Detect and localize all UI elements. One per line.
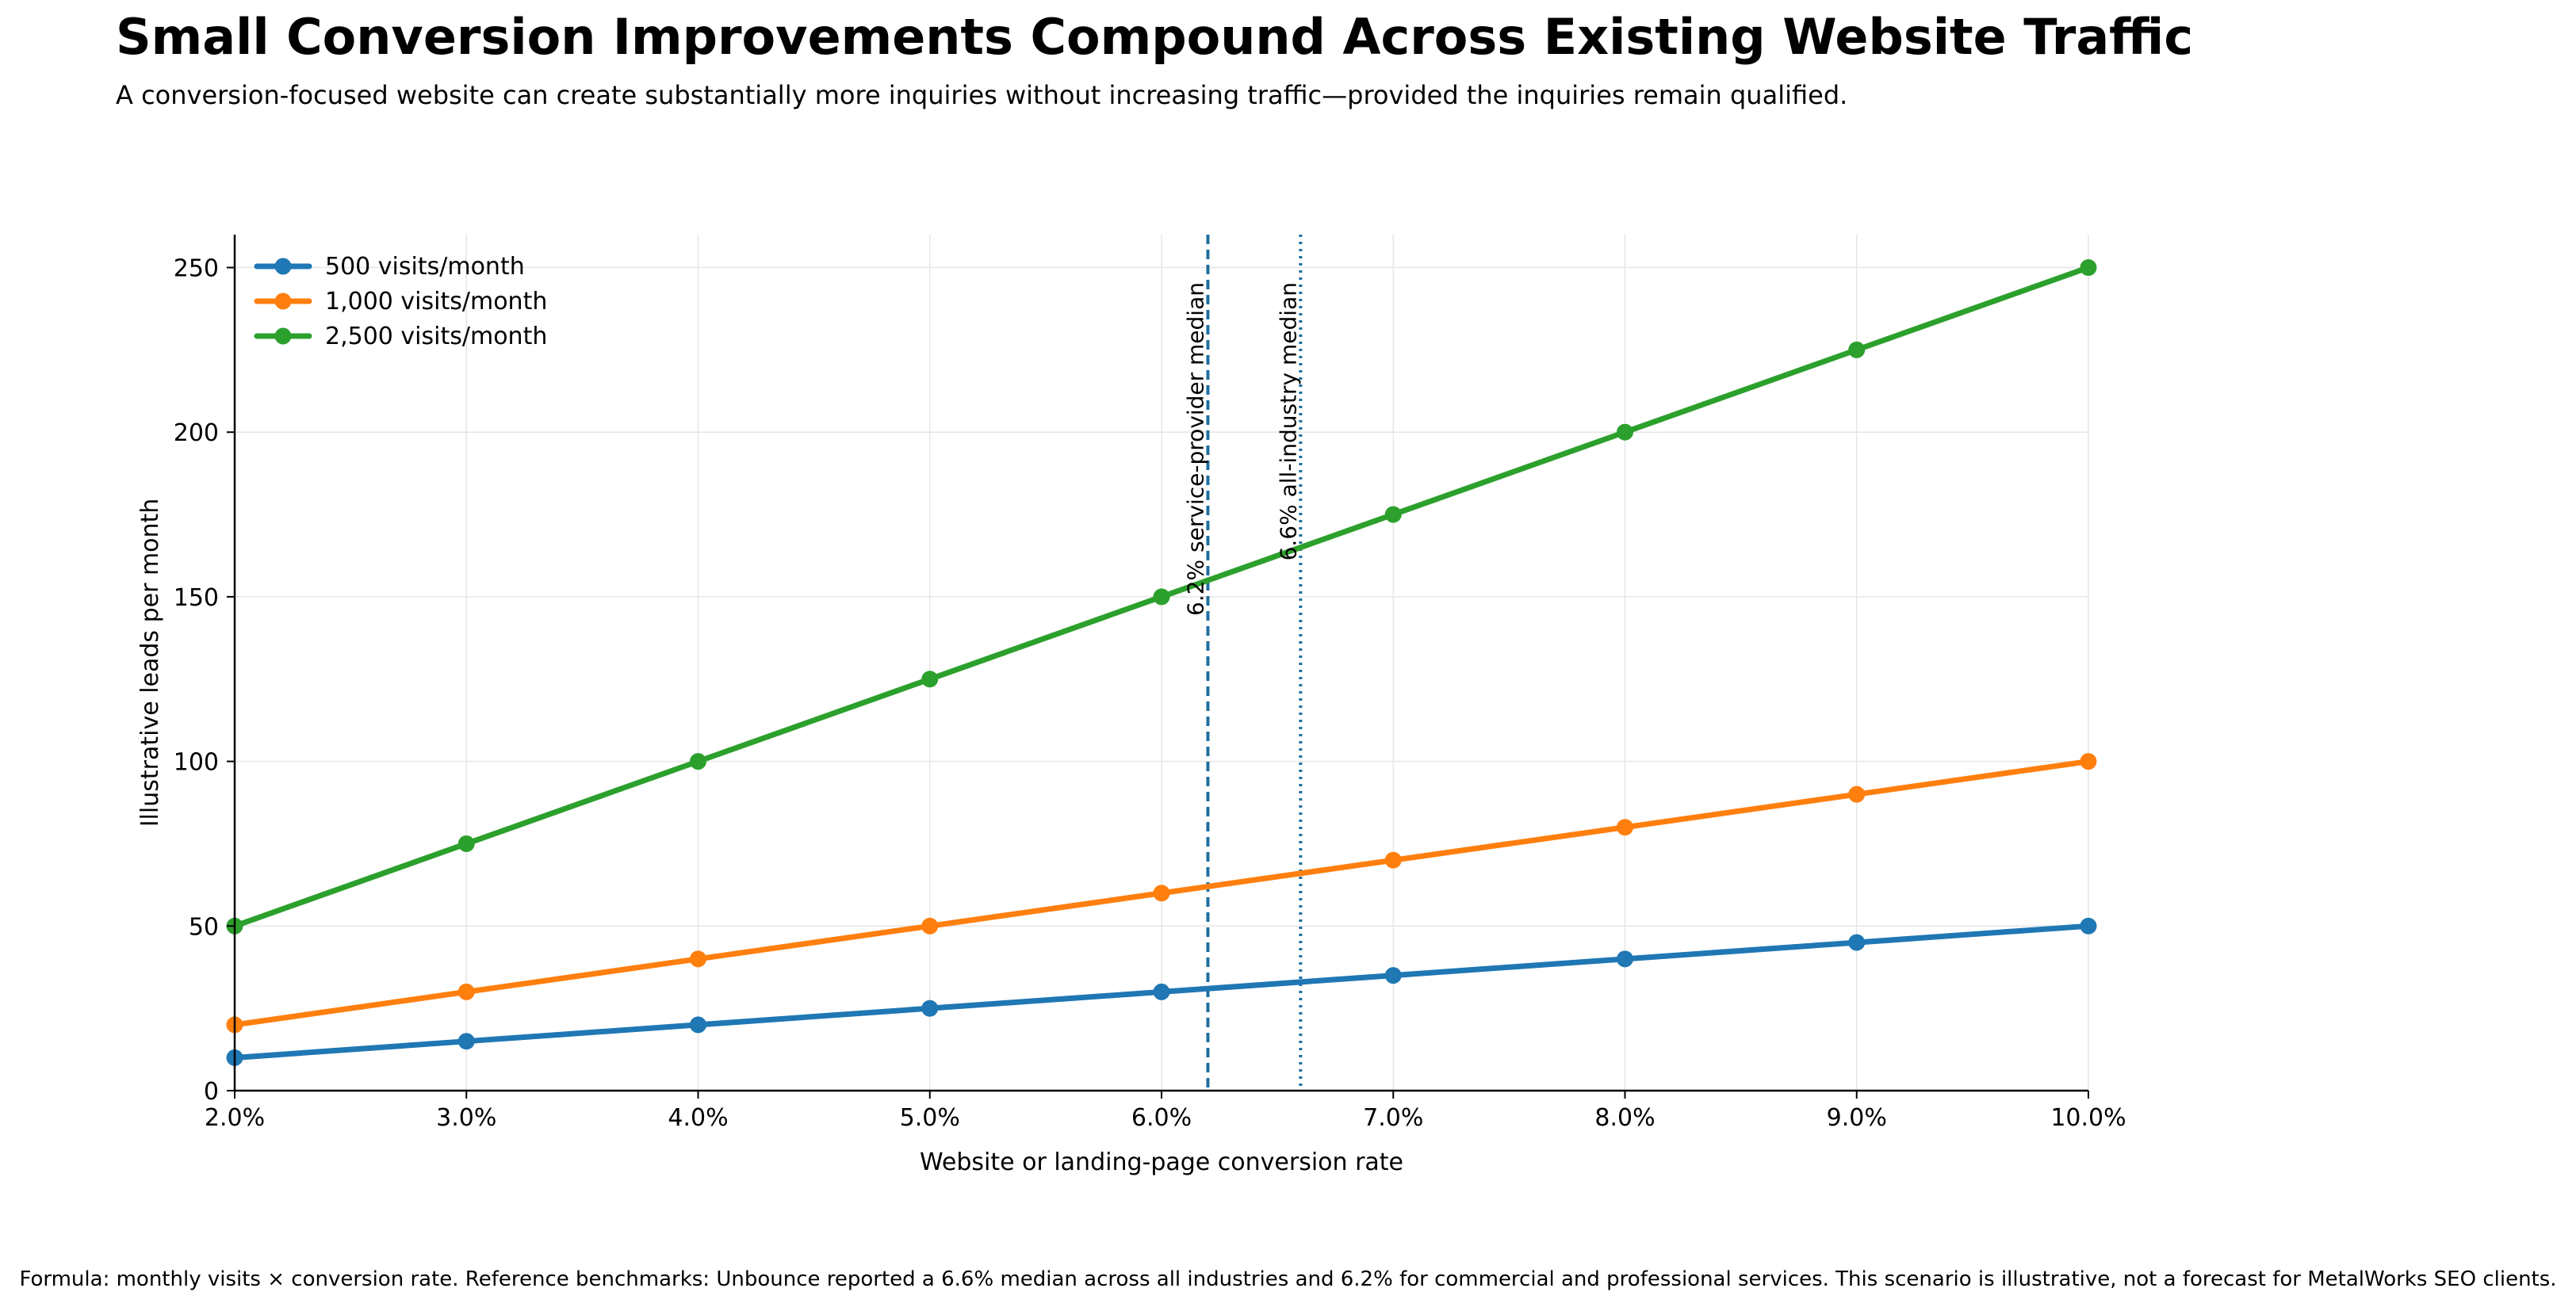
y-tick-label: 250 <box>174 255 219 283</box>
data-point <box>1848 341 1866 358</box>
data-point <box>1153 588 1170 606</box>
data-point <box>2080 917 2097 935</box>
x-tick-label: 3.0% <box>436 1104 496 1132</box>
x-tick-label: 7.0% <box>1363 1104 1423 1132</box>
legend-label: 2,500 visits/month <box>325 323 547 350</box>
y-tick-label: 50 <box>189 913 219 941</box>
x-axis-label: Website or landing-page conversion rate <box>920 1149 1403 1176</box>
data-point <box>921 999 939 1017</box>
x-tick-label: 4.0% <box>668 1104 728 1132</box>
chart-title: Small Conversion Improvements Compound A… <box>116 8 2194 66</box>
legend-label: 1,000 visits/month <box>325 288 547 315</box>
data-point <box>921 671 939 688</box>
y-axis-label: Illustrative leads per month <box>136 499 164 827</box>
x-tick-label: 2.0% <box>205 1104 265 1132</box>
x-tick-label: 6.0% <box>1131 1104 1192 1132</box>
data-point <box>1384 967 1402 984</box>
data-point <box>1848 785 1866 803</box>
data-point <box>921 917 939 935</box>
x-tick-label: 10.0% <box>2050 1104 2126 1132</box>
legend-swatch-marker <box>274 258 292 275</box>
legend-swatch-marker <box>274 327 292 345</box>
chart-subtitle: A conversion-focused website can create … <box>116 80 1848 110</box>
y-tick-label: 200 <box>174 419 219 447</box>
x-tick-label: 5.0% <box>900 1104 960 1132</box>
data-point <box>1848 934 1866 951</box>
legend: 500 visits/month 1,000 visits/month 2,500 … <box>254 253 547 350</box>
data-point <box>690 1016 706 1034</box>
y-tick-label: 100 <box>174 749 219 777</box>
data-point <box>1384 506 1402 523</box>
reference-line-labels: 6.2% service-provider median 6.6% all-ind… <box>1182 282 1301 616</box>
reference-line-label: 6.6% all-industry median <box>1275 282 1301 560</box>
reference-lines <box>1206 235 1303 1091</box>
data-point <box>457 983 475 1000</box>
data-point <box>1153 885 1170 902</box>
data-point <box>1153 983 1170 1000</box>
y-tick-label: 150 <box>174 584 219 612</box>
y-tick-label: 0 <box>204 1078 219 1106</box>
data-point <box>1617 423 1633 441</box>
data-point <box>2080 259 2097 277</box>
grid-lines <box>234 235 2089 1091</box>
data-point <box>2080 753 2097 770</box>
data-series <box>226 259 2097 1066</box>
data-point <box>457 1033 475 1050</box>
data-point <box>1617 819 1633 836</box>
legend-label: 500 visits/month <box>325 253 525 281</box>
data-point <box>457 835 475 852</box>
x-tick-label: 9.0% <box>1827 1104 1887 1132</box>
data-point <box>1384 851 1402 869</box>
footnote: Formula: monthly visits × conversion rat… <box>19 1267 2557 1291</box>
data-point <box>1617 950 1633 968</box>
reference-line-label: 6.2% service-provider median <box>1182 282 1208 616</box>
axis-ticks: 2.0% 3.0% 4.0% 5.0% 6.0% 7.0% 8.0% 9.0% 10.0% 0 50… <box>174 255 2126 1132</box>
data-point <box>690 950 706 968</box>
x-tick-label: 8.0% <box>1594 1104 1655 1132</box>
legend-swatch-marker <box>274 292 292 310</box>
data-point <box>690 753 706 770</box>
